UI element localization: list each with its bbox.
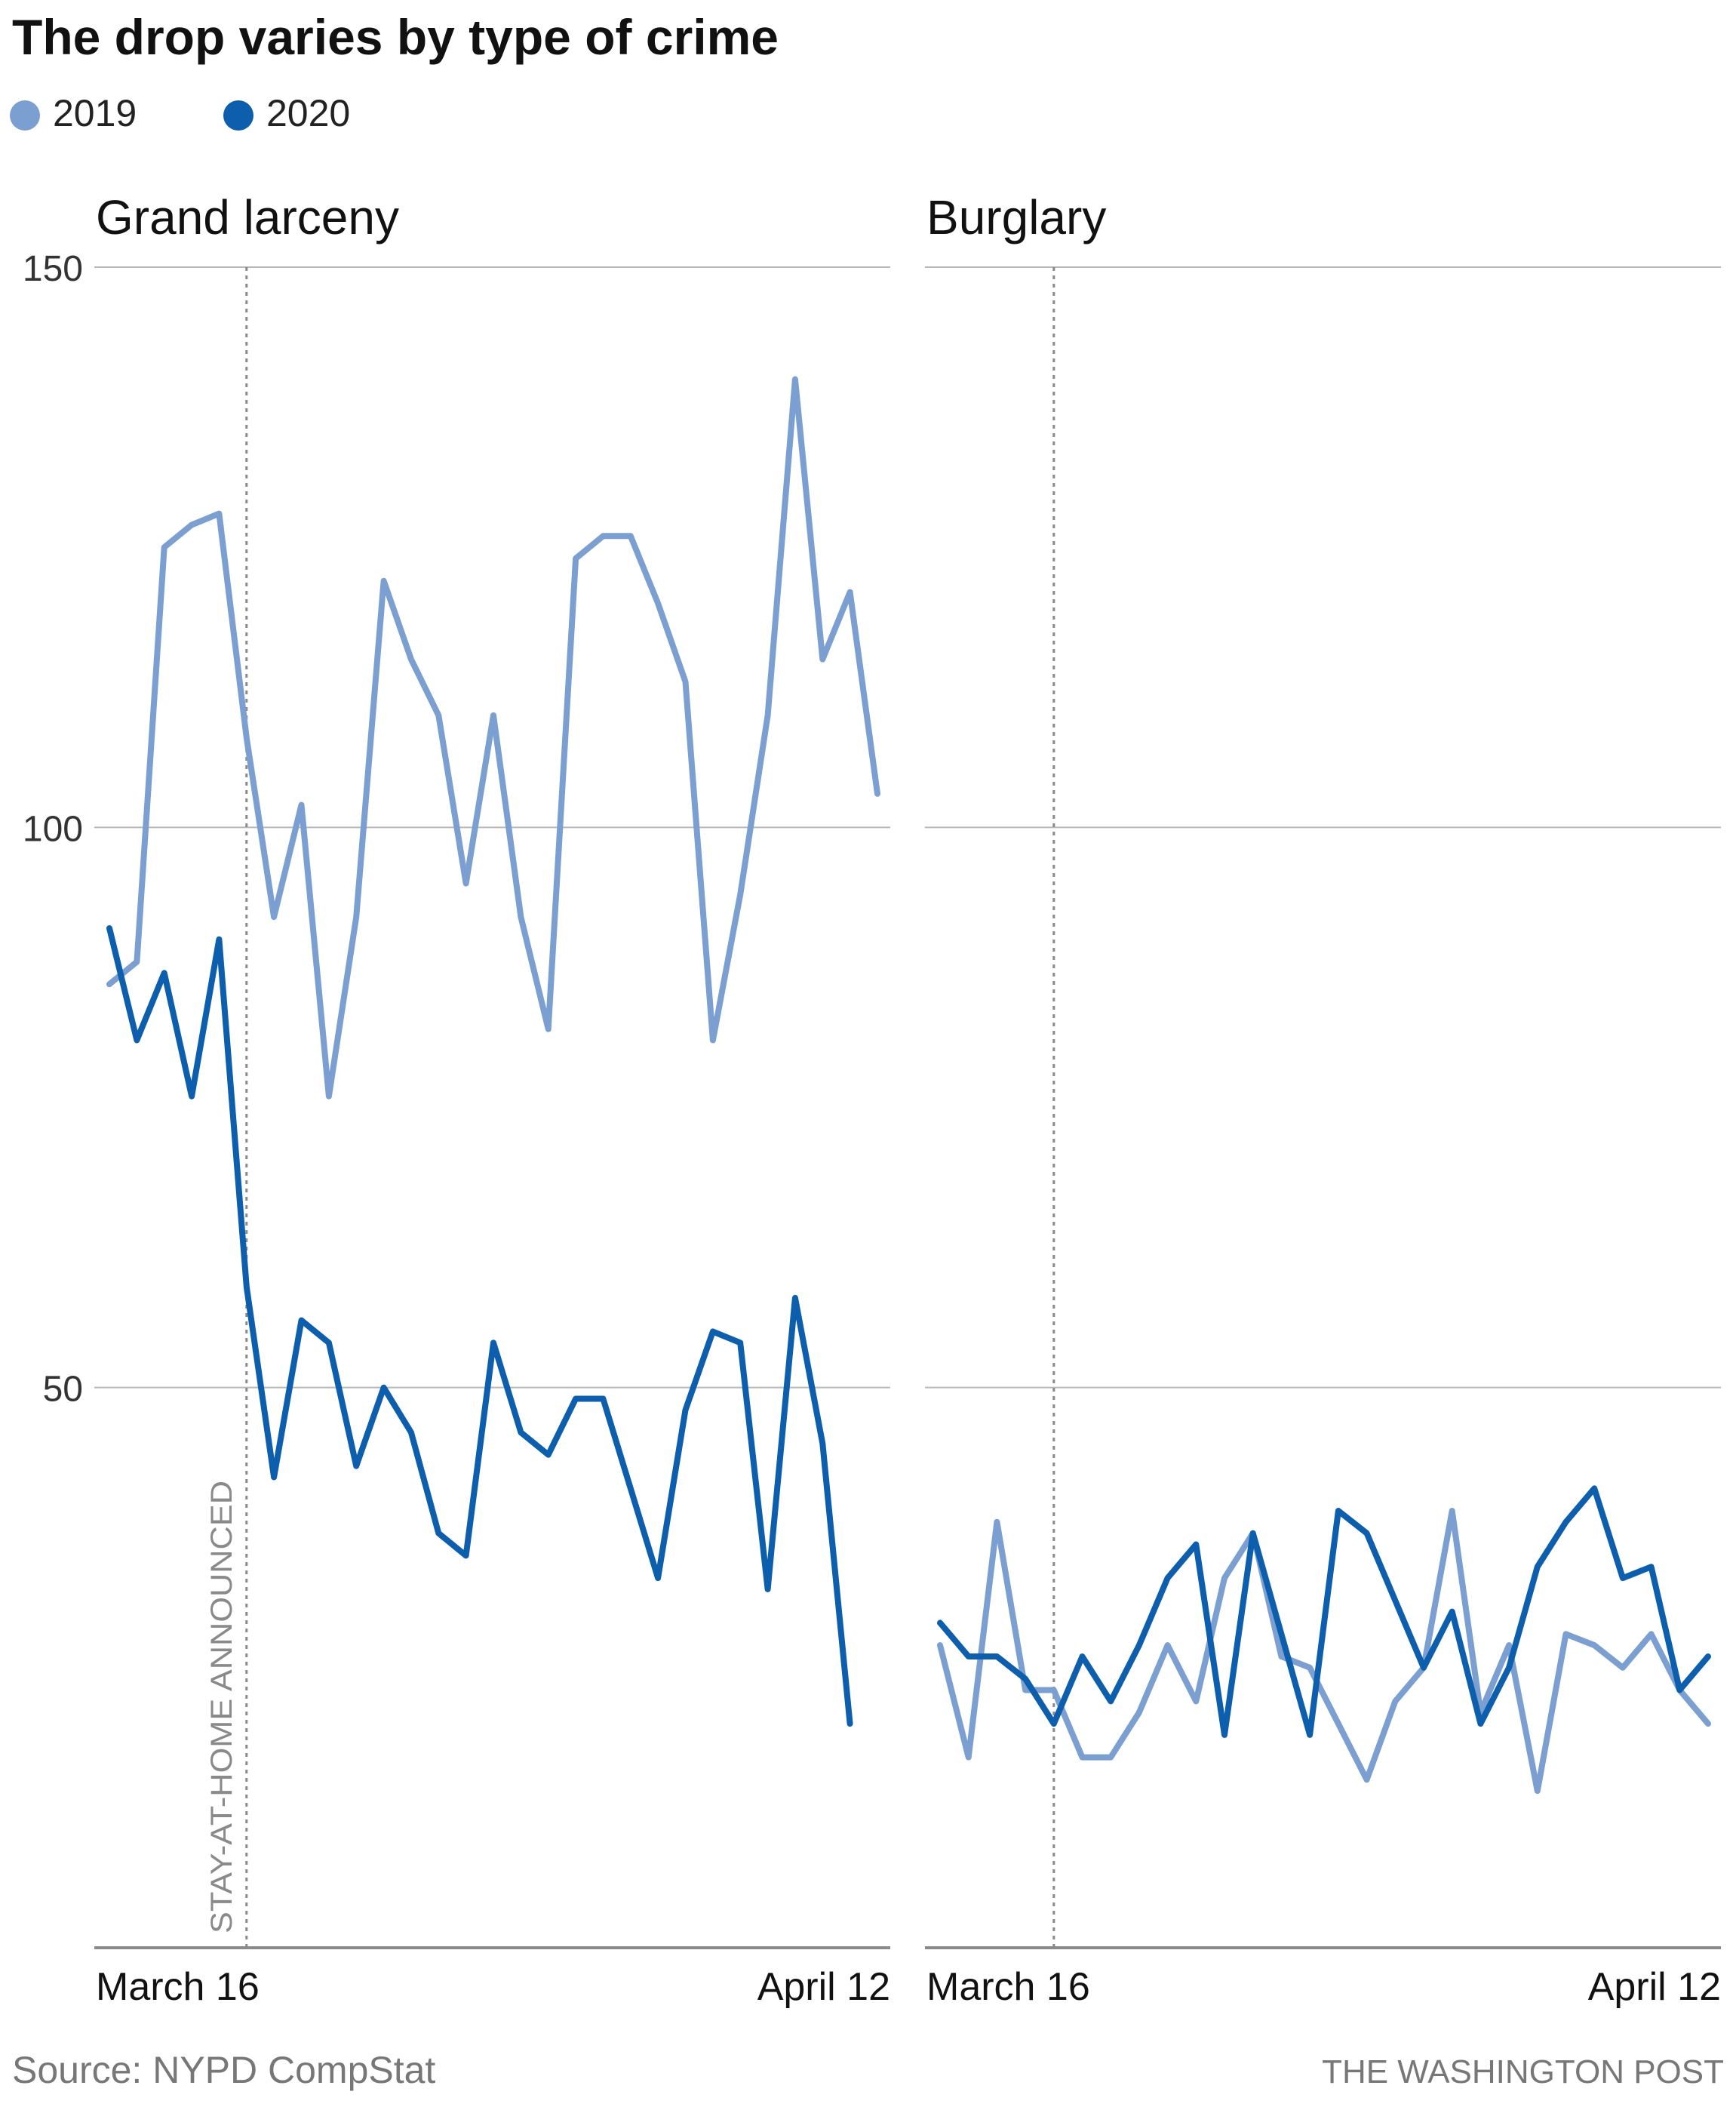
legend: 2019 2020	[10, 92, 350, 134]
series-line-2020	[106, 925, 853, 1727]
credit: THE WASHINGTON POST	[1322, 2053, 1724, 2090]
stay-at-home-annotation: STAY-AT-HOME ANNOUNCED	[205, 1481, 238, 1933]
panel-burglary: Burglary March 16 April 12	[925, 190, 1721, 2009]
series-line-2019	[937, 1508, 1711, 1795]
panel-title: Burglary	[926, 190, 1106, 245]
legend-label-2019: 2019	[53, 92, 137, 134]
legend-label-2020: 2020	[266, 92, 350, 134]
x-tick-label: March 16	[96, 1965, 260, 2009]
series-line-2019	[106, 376, 880, 1100]
y-tick-label: 150	[23, 249, 83, 289]
legend-swatch-2020	[223, 100, 253, 131]
panel-grand-larceny: Grand larceny 150 100 50 STAY-AT-HOME ANNOUN…	[23, 190, 890, 2009]
x-tick-label: March 16	[926, 1965, 1090, 2009]
series-line-2020	[937, 1485, 1711, 1738]
chart-title: The drop varies by type of crime	[12, 9, 779, 65]
x-tick-label: April 12	[757, 1965, 890, 2009]
legend-swatch-2019	[10, 100, 40, 131]
y-tick-label: 100	[23, 809, 83, 849]
y-tick-label: 50	[43, 1370, 83, 1410]
panel-title: Grand larceny	[96, 190, 399, 245]
x-tick-label: April 12	[1588, 1965, 1721, 2009]
source-note: Source: NYPD CompStat	[12, 2049, 435, 2091]
